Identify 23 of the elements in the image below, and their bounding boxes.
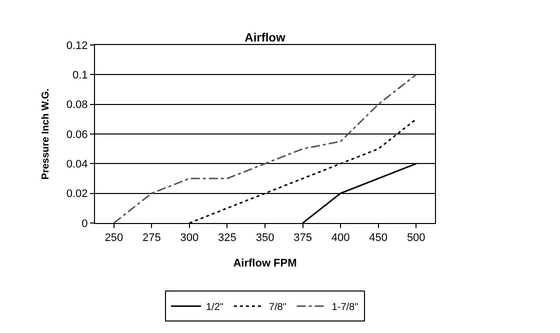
y-axis-title: Pressure Inch W.G. xyxy=(40,88,52,180)
chart-title: Airflow xyxy=(244,30,286,45)
legend-label: 1-7/8" xyxy=(332,302,359,314)
y-tick-label: 0.12 xyxy=(66,40,88,52)
legend-label: 7/8" xyxy=(268,302,287,314)
x-axis-title: Airflow FPM xyxy=(233,257,297,270)
x-tick-label: 400 xyxy=(331,232,350,244)
y-tick-label: 0 xyxy=(82,218,88,230)
y-tick-label: 0.1 xyxy=(72,70,88,82)
x-tick-label: 300 xyxy=(180,232,199,244)
line-series xyxy=(113,74,417,223)
y-tick-label: 0.08 xyxy=(66,99,88,112)
x-tick-label: 275 xyxy=(142,232,161,244)
y-tick-label: 0.04 xyxy=(66,158,88,171)
x-tick-label: 350 xyxy=(256,232,274,244)
y-tick-label: 0.02 xyxy=(66,188,88,200)
y-tick-label: 0.06 xyxy=(66,128,88,141)
x-tick-label: 325 xyxy=(218,232,236,244)
x-tick-label: 450 xyxy=(369,232,388,244)
x-tick-label: 375 xyxy=(294,232,312,244)
legend-label: 1/2" xyxy=(206,302,224,314)
x-tick-label: 250 xyxy=(104,232,124,244)
x-tick-label: 500 xyxy=(406,232,426,244)
